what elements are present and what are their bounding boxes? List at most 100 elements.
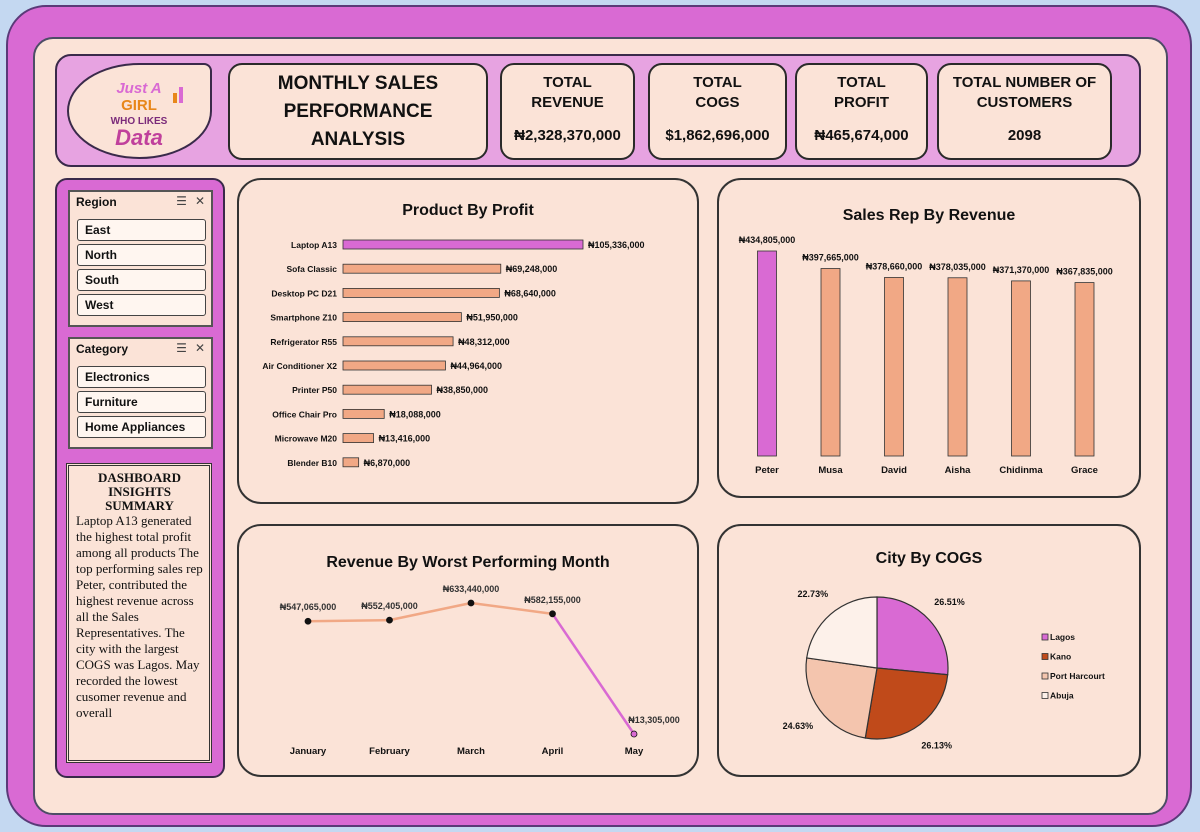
logo-graphic: Just A GIRL WHO LIKES Data bbox=[111, 80, 183, 150]
legend-label: Kano bbox=[1050, 652, 1071, 662]
product-profit-data-label: ₦44,964,000 bbox=[450, 361, 502, 371]
insights-body: Laptop A13 generated the highest total p… bbox=[76, 513, 203, 720]
revenue-point[interactable] bbox=[304, 617, 312, 625]
category-slicer-title: Category bbox=[76, 342, 129, 356]
sales-rep-data-label: ₦378,660,000 bbox=[866, 261, 923, 271]
logo: Just A GIRL WHO LIKES Data bbox=[67, 63, 212, 159]
sales-rep-bar[interactable] bbox=[884, 277, 904, 457]
title-line-3: ANALYSIS bbox=[310, 128, 406, 150]
sales-rep-bar[interactable] bbox=[1074, 282, 1095, 457]
revenue-point[interactable] bbox=[630, 730, 638, 738]
title-line-2: PERFORMANCE bbox=[283, 100, 433, 122]
insights-summary: DASHBOARD INSIGHTS SUMMARY Laptop A13 ge… bbox=[66, 463, 212, 763]
kpi-label-line1: TOTAL bbox=[837, 74, 886, 91]
clear-filter-icon[interactable]: ✕ bbox=[194, 341, 205, 355]
logo-text-line4: Data bbox=[115, 125, 163, 150]
product-profit-bar[interactable] bbox=[342, 239, 584, 250]
product-profit-bar[interactable] bbox=[342, 360, 446, 371]
city-cogs-panel: City By COGS 26.51% 26.13% 24.63% 22.73% Lag… bbox=[717, 524, 1141, 777]
sales-rep-category-label: Chidinma bbox=[999, 465, 1043, 476]
category-option-furniture[interactable]: Furniture bbox=[77, 391, 206, 413]
sales-rep-data-label: ₦378,035,000 bbox=[929, 262, 986, 272]
kpi-label-line2: CUSTOMERS bbox=[976, 94, 1073, 111]
revenue-point[interactable] bbox=[549, 610, 556, 618]
revenue-data-label: ₦633,440,000 bbox=[443, 584, 500, 594]
region-option-west[interactable]: West bbox=[77, 294, 206, 316]
legend-swatch bbox=[1041, 692, 1049, 699]
monthly-revenue-panel: Revenue By Worst Performing Month ₦547,0… bbox=[237, 524, 699, 777]
product-profit-data-label: ₦6,870,000 bbox=[364, 458, 411, 468]
clear-filter-icon[interactable]: ✕ bbox=[194, 194, 205, 208]
insights-heading-line1: DASHBOARD bbox=[97, 470, 182, 485]
city-cogs-chart: 26.51% 26.13% 24.63% 22.73% Lagos Kano Port Ha… bbox=[783, 589, 1105, 751]
sales-rep-bar[interactable] bbox=[757, 250, 777, 457]
region-option-east[interactable]: East bbox=[77, 219, 206, 241]
product-profit-bar[interactable] bbox=[342, 336, 454, 347]
sales-rep-bar[interactable] bbox=[947, 277, 968, 457]
logo-text-line2: GIRL bbox=[121, 97, 157, 114]
category-option-home-appliances[interactable]: Home Appliances bbox=[77, 416, 206, 438]
product-profit-bar[interactable] bbox=[342, 312, 462, 323]
product-profit-bar[interactable] bbox=[342, 263, 502, 274]
sales-rep-data-label: ₦397,665,000 bbox=[802, 253, 859, 263]
city-pie-slice[interactable] bbox=[864, 667, 949, 740]
sales-rep-bar[interactable] bbox=[1011, 280, 1031, 457]
city-pie-slice[interactable] bbox=[876, 596, 949, 676]
product-profit-data-label: ₦105,336,000 bbox=[588, 240, 645, 250]
category-slicer: Category ☰ ✕ Electronics Furniture Home … bbox=[68, 337, 213, 449]
legend-label: Lagos bbox=[1050, 632, 1075, 642]
revenue-line-segment bbox=[389, 601, 472, 622]
region-option-north[interactable]: North bbox=[77, 244, 206, 266]
insights-heading-line3: SUMMARY bbox=[105, 498, 174, 513]
product-profit-bar[interactable] bbox=[342, 288, 500, 298]
sales-rep-panel: Sales Rep By Revenue ₦434,805,000 Peter ₦3… bbox=[717, 178, 1141, 498]
logo-bar-icon bbox=[179, 87, 183, 103]
monthly-revenue-title: Revenue By Worst Performing Month bbox=[326, 554, 610, 571]
product-category-label: Microwave M20 bbox=[275, 434, 338, 444]
sales-rep-bar[interactable] bbox=[820, 268, 841, 457]
sales-rep-chart: ₦434,805,000 Peter ₦397,665,000 Musa ₦378,66… bbox=[739, 235, 1113, 476]
revenue-point[interactable] bbox=[467, 599, 475, 607]
product-category-label: Office Chair Pro bbox=[272, 409, 337, 419]
city-pie-slice[interactable] bbox=[806, 596, 878, 669]
kpi-label: TOTAL PROFIT bbox=[834, 73, 889, 113]
product-category-label: Desktop PC D21 bbox=[271, 288, 337, 298]
region-option-south[interactable]: South bbox=[77, 269, 206, 291]
monthly-revenue-chart: ₦547,065,000 January ₦552,405,000 February ₦… bbox=[280, 584, 680, 757]
kpi-label-line2: REVENUE bbox=[531, 94, 604, 111]
kpi-value: ₦465,674,000 bbox=[814, 127, 909, 144]
product-profit-data-label: ₦69,248,000 bbox=[506, 264, 558, 274]
product-profit-bar[interactable] bbox=[342, 384, 432, 395]
insights-heading-line2: INSIGHTS bbox=[108, 484, 171, 499]
multi-select-icon[interactable]: ☰ bbox=[176, 341, 187, 355]
legend-swatch bbox=[1041, 633, 1049, 641]
kpi-label-line1: TOTAL bbox=[693, 74, 742, 91]
multi-select-icon[interactable]: ☰ bbox=[176, 194, 187, 208]
title-line-1: MONTHLY SALES bbox=[277, 72, 439, 94]
legend-label: Abuja bbox=[1050, 691, 1074, 701]
revenue-line-segment bbox=[307, 618, 390, 623]
city-pie-data-label: 22.73% bbox=[798, 589, 829, 599]
product-profit-data-label: ₦13,416,000 bbox=[379, 434, 431, 444]
product-category-label: Air Conditioner X2 bbox=[262, 361, 337, 371]
product-profit-bar[interactable] bbox=[342, 408, 385, 419]
product-profit-title: Product By Profit bbox=[402, 202, 534, 219]
category-option-electronics[interactable]: Electronics bbox=[77, 366, 206, 388]
month-label: February bbox=[369, 746, 410, 757]
page-title: MONTHLY SALES PERFORMANCE ANALYSIS bbox=[228, 63, 488, 160]
product-profit-bar[interactable] bbox=[342, 433, 374, 444]
product-profit-data-label: ₦18,088,000 bbox=[389, 409, 441, 419]
sales-rep-category-label: Aisha bbox=[945, 465, 972, 476]
product-profit-bar[interactable] bbox=[342, 457, 360, 468]
sales-rep-category-label: Peter bbox=[755, 465, 779, 476]
product-category-label: Blender B10 bbox=[287, 458, 337, 468]
product-category-label: Printer P50 bbox=[292, 385, 337, 395]
product-category-label: Refrigerator R55 bbox=[270, 337, 337, 347]
month-label: May bbox=[625, 746, 644, 757]
product-profit-data-label: ₦48,312,000 bbox=[458, 337, 510, 347]
city-pie-slice[interactable] bbox=[805, 657, 878, 739]
revenue-point[interactable] bbox=[386, 616, 393, 624]
sales-rep-category-label: Musa bbox=[818, 465, 843, 476]
product-profit-data-label: ₦38,850,000 bbox=[437, 385, 489, 395]
kpi-label-line1: TOTAL NUMBER OF bbox=[952, 74, 1097, 91]
